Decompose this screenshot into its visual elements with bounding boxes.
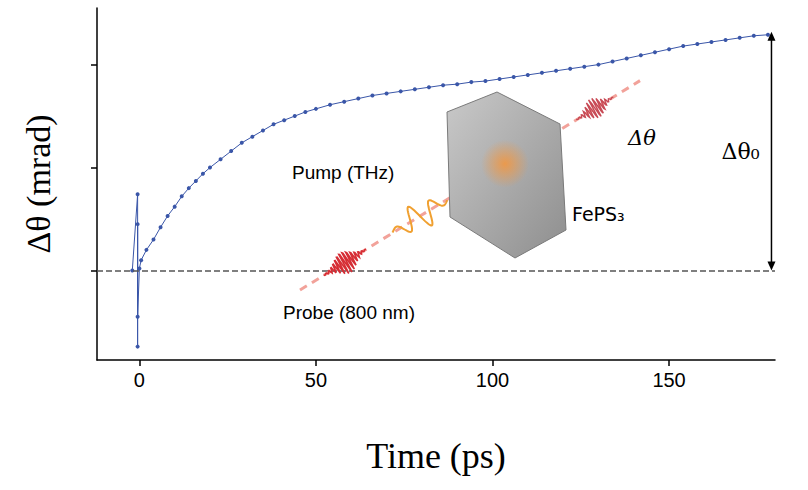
svg-text:Time (ps): Time (ps)	[366, 436, 506, 476]
svg-text:Δθ: Δθ	[627, 126, 656, 150]
svg-text:Pump (THz): Pump (THz)	[292, 162, 394, 183]
svg-text:100: 100	[476, 369, 509, 391]
svg-text:0: 0	[134, 369, 145, 391]
svg-text:Δθ₀: Δθ₀	[722, 139, 760, 164]
svg-text:50: 50	[305, 369, 327, 391]
svg-text:Δθ (mrad): Δθ (mrad)	[20, 114, 58, 253]
svg-text:Probe (800 nm): Probe (800 nm)	[283, 302, 415, 323]
svg-text:FePS₃: FePS₃	[572, 203, 625, 225]
svg-text:150: 150	[652, 369, 685, 391]
